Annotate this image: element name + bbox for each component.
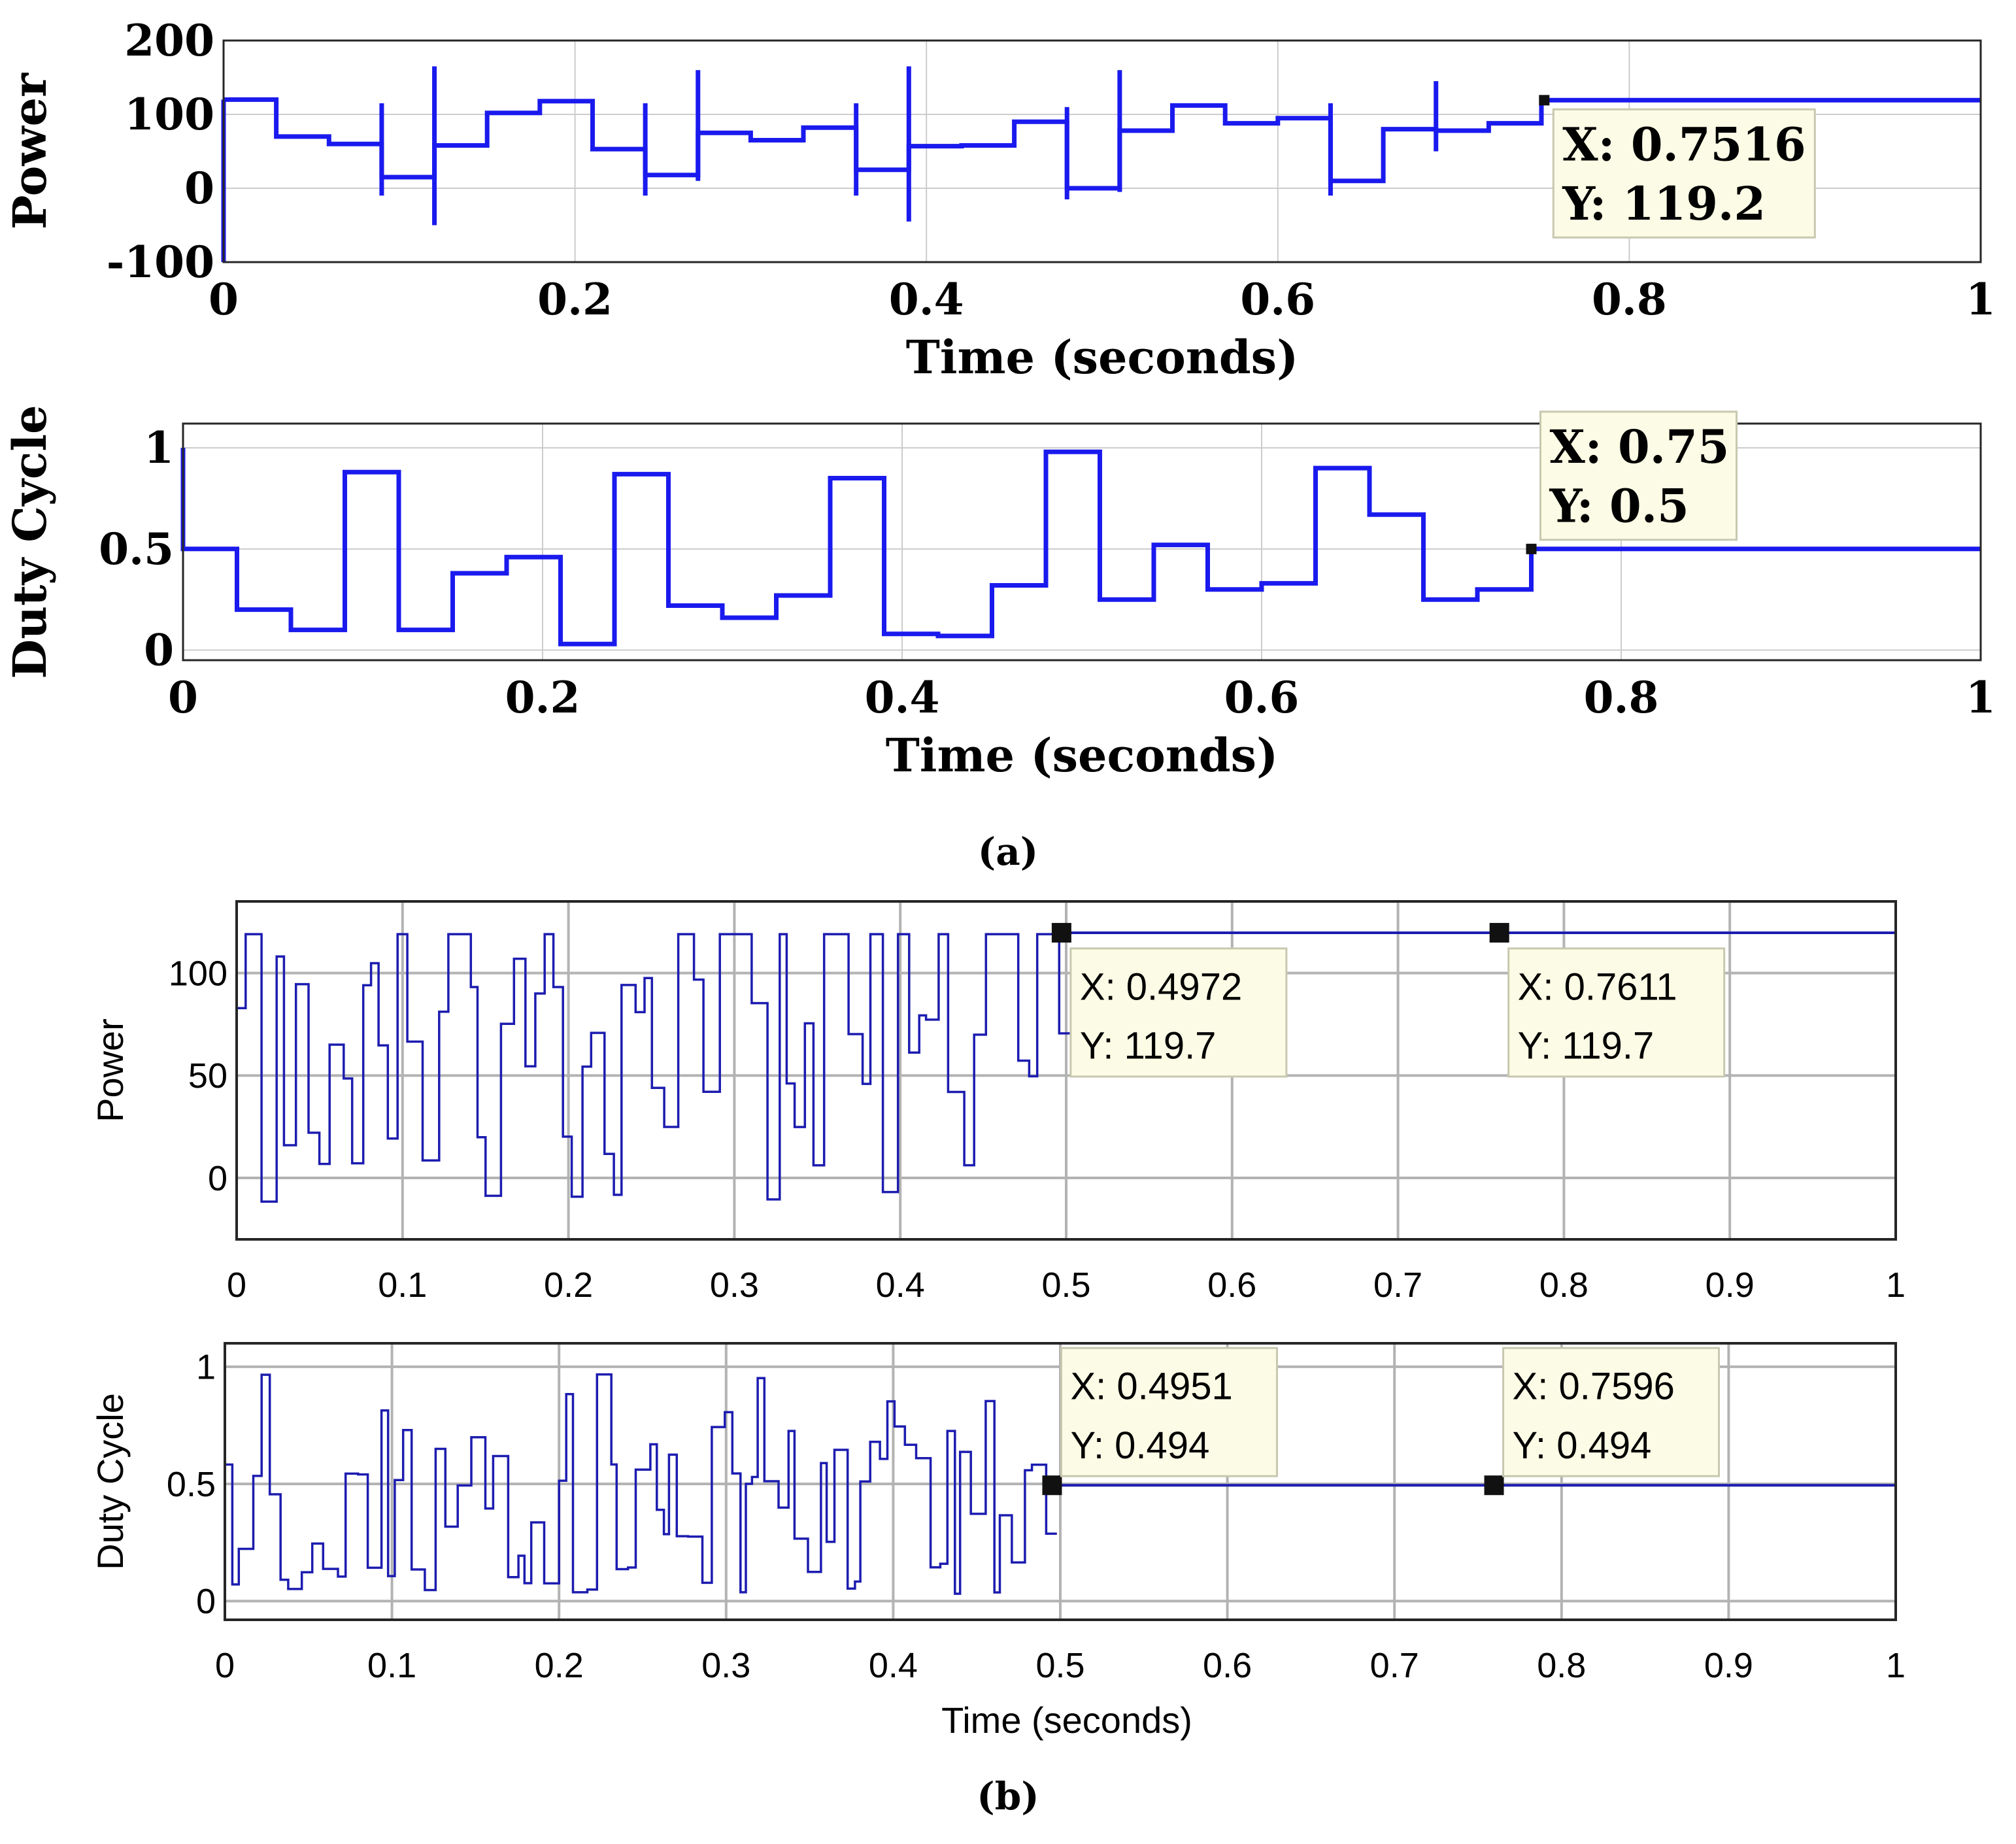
x-tick-label: 0.2: [537, 274, 613, 325]
x-tick-label: 0.4: [889, 274, 964, 325]
panel-b-label: (b): [977, 1774, 1039, 1819]
x-tick-label: 0.7: [1370, 1646, 1419, 1685]
datatip-x-label: X: 0.75: [1550, 420, 1730, 474]
plot-frame: [235, 900, 1897, 1241]
x-tick-label: 0.6: [1207, 1266, 1256, 1305]
y-tick-label: 200: [124, 15, 214, 66]
datatip-x-label: X: 0.4951: [1070, 1366, 1232, 1408]
x-tick-label: 0.4: [865, 672, 940, 723]
y-tick-label: 100: [124, 89, 214, 140]
x-tick-label: 0.8: [1537, 1646, 1586, 1685]
x-tick-label: 1: [1966, 672, 1996, 723]
panel-a-label: (a): [978, 830, 1038, 874]
plot-frame: [222, 39, 1982, 263]
chart-b-power: 0 0.1 0.2 0.3 0.4 0.5 0.6 0.7 0.8 0.9 1 0 50 100 Power…: [90, 900, 1906, 1305]
datatip-x-label: X: 0.7596: [1513, 1366, 1675, 1408]
x-tick-label: 0.8: [1592, 274, 1667, 325]
y-tick-label: 0.5: [167, 1465, 216, 1504]
datatip-x-label: X: 0.4972: [1080, 965, 1242, 1008]
y-axis-label: Power: [3, 73, 57, 229]
datatip-box: [1539, 411, 1738, 541]
x-axis-label: Time (seconds): [906, 330, 1298, 384]
plot-frame: [182, 422, 1982, 662]
x-tick-label: 0.2: [505, 672, 580, 723]
y-tick-label: 0: [208, 1159, 227, 1198]
x-tick-label: 0.7: [1373, 1266, 1422, 1305]
x-tick-label: 0.4: [869, 1646, 918, 1685]
x-axis-label: Time (seconds): [886, 728, 1278, 782]
y-tick-label: 50: [188, 1056, 227, 1096]
x-tick-label: 0: [215, 1646, 235, 1685]
y-tick-label: 1: [144, 422, 174, 473]
y-tick-label: 100: [169, 954, 227, 994]
x-tick-label: 0.9: [1704, 1646, 1753, 1685]
chart-b-duty: 0 0.1 0.2 0.3 0.4 0.5 0.6 0.7 0.8 0.9 1 0 0.5 1 Duty C…: [90, 1342, 1906, 1741]
data-series-line: [180, 448, 1981, 646]
y-tick-label: 0: [184, 163, 214, 214]
y-tick-label: 0.5: [99, 524, 174, 575]
datatip-marker[interactable]: [1484, 1475, 1504, 1496]
datatip-y-label: Y: 119.7: [1518, 1025, 1655, 1067]
x-tick-label: 0: [209, 274, 239, 325]
x-tick-label: 0.5: [1035, 1646, 1084, 1685]
datatip-box: [1060, 1347, 1278, 1477]
chart-a-duty: 0 0.2 0.4 0.6 0.8 1 0 0.5 1 Duty Cycle Time (secon…: [3, 405, 1996, 782]
x-tick-label: 0.6: [1240, 274, 1315, 325]
x-tick-label: 0.4: [876, 1266, 925, 1305]
y-tick-label: -100: [107, 237, 214, 288]
y-tick-label: 0: [196, 1582, 216, 1621]
x-tick-label: 0: [168, 672, 198, 723]
datatip-y-label: Y: 0.5: [1549, 478, 1689, 533]
x-tick-label: 0.5: [1041, 1266, 1090, 1305]
y-axis-label: Duty Cycle: [90, 1393, 131, 1570]
y-axis-label: Power: [90, 1018, 131, 1122]
datatip-marker[interactable]: [1489, 922, 1509, 943]
datatip-marker[interactable]: [1051, 922, 1071, 943]
datatip-marker[interactable]: [1526, 543, 1537, 554]
x-tick-label: 0.8: [1584, 672, 1659, 723]
datatip-box: [1552, 108, 1816, 239]
x-tick-label: 1: [1886, 1266, 1906, 1305]
datatip-y-label: Y: 119.2: [1562, 176, 1766, 231]
datatip-x-label: X: 0.7611: [1518, 965, 1677, 1008]
x-tick-label: 0.1: [378, 1266, 427, 1305]
x-tick-label: 0.8: [1539, 1266, 1588, 1305]
y-tick-label: 1: [196, 1348, 216, 1387]
datatip-marker[interactable]: [1539, 95, 1550, 106]
x-tick-label: 0.1: [367, 1646, 416, 1685]
x-tick-label: 0.2: [544, 1266, 593, 1305]
x-tick-label: 0.6: [1203, 1646, 1252, 1685]
datatip-box: [1507, 947, 1726, 1078]
x-tick-label: 0: [227, 1266, 246, 1305]
datatip-box: [1502, 1347, 1721, 1477]
datatip-y-label: Y: 0.494: [1070, 1424, 1209, 1467]
x-tick-label: 1: [1886, 1646, 1906, 1685]
data-series-line: [225, 1373, 1057, 1595]
x-tick-label: 0.6: [1224, 672, 1300, 723]
x-tick-label: 0.3: [701, 1646, 750, 1685]
y-axis-label: Duty Cycle: [3, 405, 57, 679]
x-tick-label: 0.3: [710, 1266, 759, 1305]
data-series-line: [237, 933, 1073, 1203]
x-tick-label: 0.2: [535, 1646, 584, 1685]
plot-frame: [224, 1342, 1897, 1621]
y-tick-label: 0: [144, 625, 174, 676]
datatip-y-label: Y: 119.7: [1080, 1025, 1217, 1067]
x-axis-label: Time (seconds): [941, 1700, 1192, 1741]
x-tick-label: 1: [1966, 274, 1996, 325]
datatip-marker[interactable]: [1042, 1475, 1062, 1496]
datatip-box: [1069, 947, 1288, 1078]
datatip-y-label: Y: 0.494: [1513, 1424, 1652, 1467]
datatip-x-label: X: 0.7516: [1562, 118, 1806, 172]
x-tick-label: 0.9: [1705, 1266, 1755, 1305]
